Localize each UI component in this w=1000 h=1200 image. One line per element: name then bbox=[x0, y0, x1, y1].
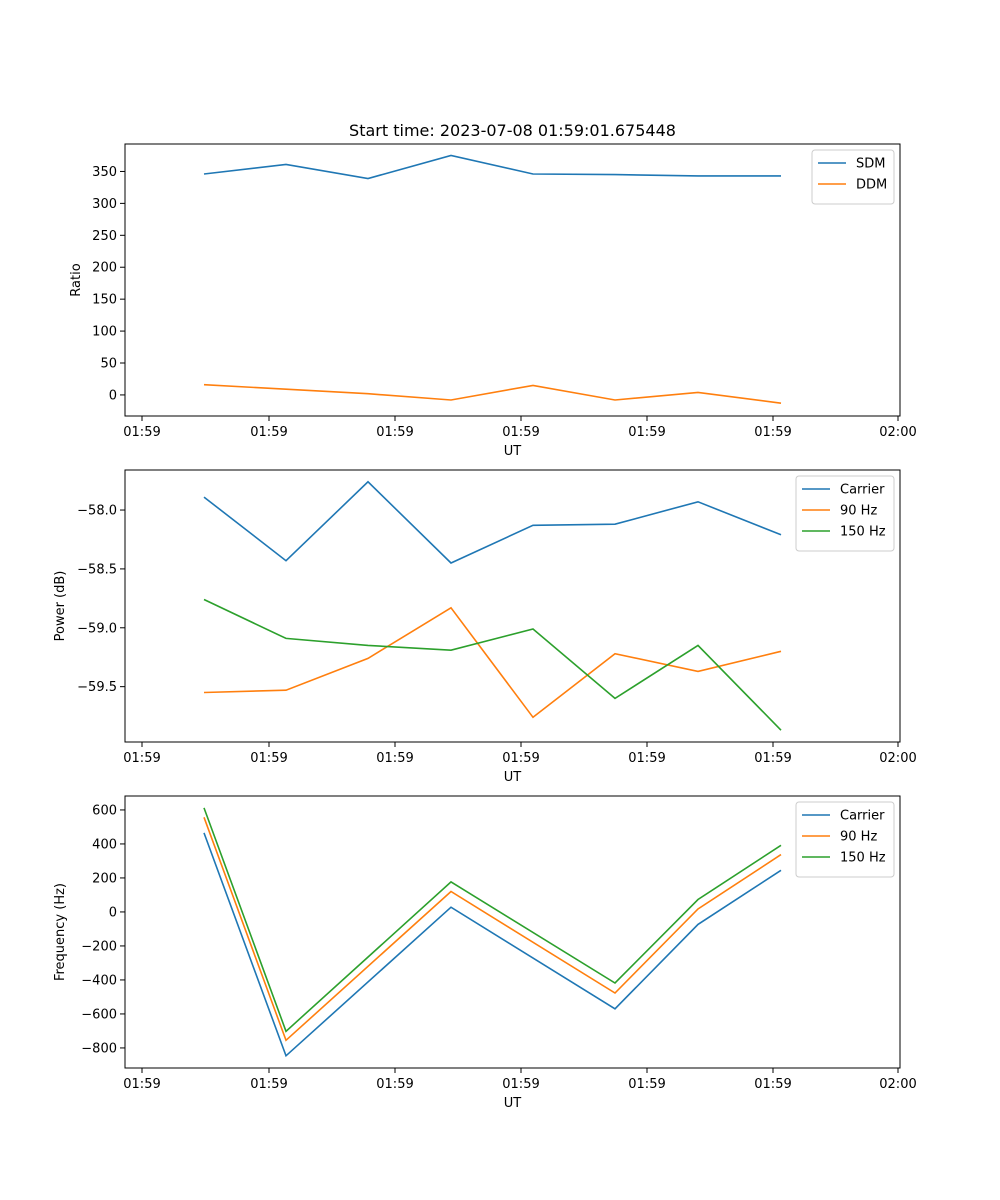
x-tick-label: 01:59 bbox=[502, 425, 539, 440]
plot-area-frame bbox=[124, 469, 901, 743]
x-tick-label: 01:59 bbox=[754, 1077, 791, 1092]
y-tick-label: 100 bbox=[92, 325, 117, 340]
x-tick-label: 01:59 bbox=[376, 751, 413, 766]
x-tick-label: 01:59 bbox=[502, 1077, 539, 1092]
y-tick-label: −59.5 bbox=[77, 680, 117, 695]
y-tick-label: 400 bbox=[92, 837, 117, 852]
legend-box bbox=[795, 475, 895, 552]
y-tick-label: −59.0 bbox=[77, 621, 117, 636]
legend-label: 90 Hz bbox=[840, 830, 877, 845]
series-line-carrier bbox=[203, 832, 782, 1058]
y-tick-label: 150 bbox=[92, 293, 117, 308]
x-axis-label: UT bbox=[504, 1096, 522, 1111]
x-tick-label: 01:59 bbox=[502, 751, 539, 766]
x-tick-label: 01:59 bbox=[376, 1077, 413, 1092]
x-tick-label: 01:59 bbox=[250, 425, 287, 440]
x-axis-label: UT bbox=[504, 770, 522, 785]
y-tick-label: −58.0 bbox=[77, 504, 117, 519]
series-line-ddm bbox=[203, 383, 782, 404]
legend: Carrier 90 Hz 150 Hz bbox=[795, 475, 895, 552]
series-line-150-hz bbox=[203, 807, 782, 1033]
series-line-sdm bbox=[203, 154, 781, 180]
series-line-90-hz bbox=[203, 606, 782, 719]
x-axis-label: UT bbox=[504, 444, 522, 459]
legend: SDM DDM bbox=[811, 149, 895, 205]
y-tick-label: 600 bbox=[92, 803, 117, 818]
plot-area-frame bbox=[124, 143, 901, 417]
subplot-1: Start time: 2023-07-08 01:59:01.67544801… bbox=[69, 121, 917, 459]
x-tick-label: 01:59 bbox=[754, 751, 791, 766]
subplot-2: 01:59 01:59 01:59 01:59 01:59 01:59 02:00 UT −58… bbox=[53, 469, 917, 785]
series-line-90-hz bbox=[203, 817, 782, 1042]
x-tick-label: 01:59 bbox=[628, 751, 665, 766]
y-tick-label: 250 bbox=[92, 229, 117, 244]
y-tick-label: 300 bbox=[92, 197, 117, 212]
x-tick-label: 02:00 bbox=[879, 751, 916, 766]
x-tick-label: 01:59 bbox=[123, 751, 160, 766]
series-line-150-hz bbox=[203, 598, 782, 731]
x-tick-label: 01:59 bbox=[123, 425, 160, 440]
y-tick-label: 0 bbox=[109, 905, 117, 920]
y-tick-label: −600 bbox=[81, 1007, 117, 1022]
y-tick-label: 50 bbox=[100, 357, 117, 372]
legend-label: 90 Hz bbox=[840, 504, 877, 519]
y-tick-label: −200 bbox=[81, 939, 117, 954]
x-tick-label: 02:00 bbox=[879, 425, 916, 440]
legend-box bbox=[795, 801, 895, 878]
y-tick-label: −58.5 bbox=[77, 562, 117, 577]
legend-label: 150 Hz bbox=[840, 851, 886, 866]
series-line-carrier bbox=[203, 480, 782, 564]
legend-label: DDM bbox=[856, 178, 887, 193]
y-axis-label: Power (dB) bbox=[53, 571, 68, 642]
x-tick-label: 01:59 bbox=[250, 751, 287, 766]
x-tick-label: 01:59 bbox=[376, 425, 413, 440]
y-tick-label: 350 bbox=[92, 165, 117, 180]
legend-label: 150 Hz bbox=[840, 525, 886, 540]
y-tick-label: −800 bbox=[81, 1041, 117, 1056]
subplot-3: 01:59 01:59 01:59 01:59 01:59 01:59 02:00 UT −80… bbox=[53, 795, 917, 1111]
legend-label: Carrier bbox=[840, 483, 885, 498]
x-tick-label: 02:00 bbox=[879, 1077, 916, 1092]
y-tick-label: 200 bbox=[92, 261, 117, 276]
y-tick-label: 0 bbox=[109, 388, 117, 403]
y-tick-label: 200 bbox=[92, 871, 117, 886]
x-tick-label: 01:59 bbox=[628, 425, 665, 440]
y-axis-label: Ratio bbox=[69, 263, 84, 296]
y-tick-label: −400 bbox=[81, 973, 117, 988]
plot-area-frame bbox=[124, 795, 901, 1069]
x-tick-label: 01:59 bbox=[628, 1077, 665, 1092]
x-tick-label: 01:59 bbox=[123, 1077, 160, 1092]
legend-label: SDM bbox=[856, 157, 885, 172]
x-tick-label: 01:59 bbox=[754, 425, 791, 440]
y-axis-label: Frequency (Hz) bbox=[53, 883, 68, 981]
chart-title: Start time: 2023-07-08 01:59:01.675448 bbox=[349, 121, 676, 140]
legend: Carrier 90 Hz 150 Hz bbox=[795, 801, 895, 878]
legend-label: Carrier bbox=[840, 809, 885, 824]
x-tick-label: 01:59 bbox=[250, 1077, 287, 1092]
